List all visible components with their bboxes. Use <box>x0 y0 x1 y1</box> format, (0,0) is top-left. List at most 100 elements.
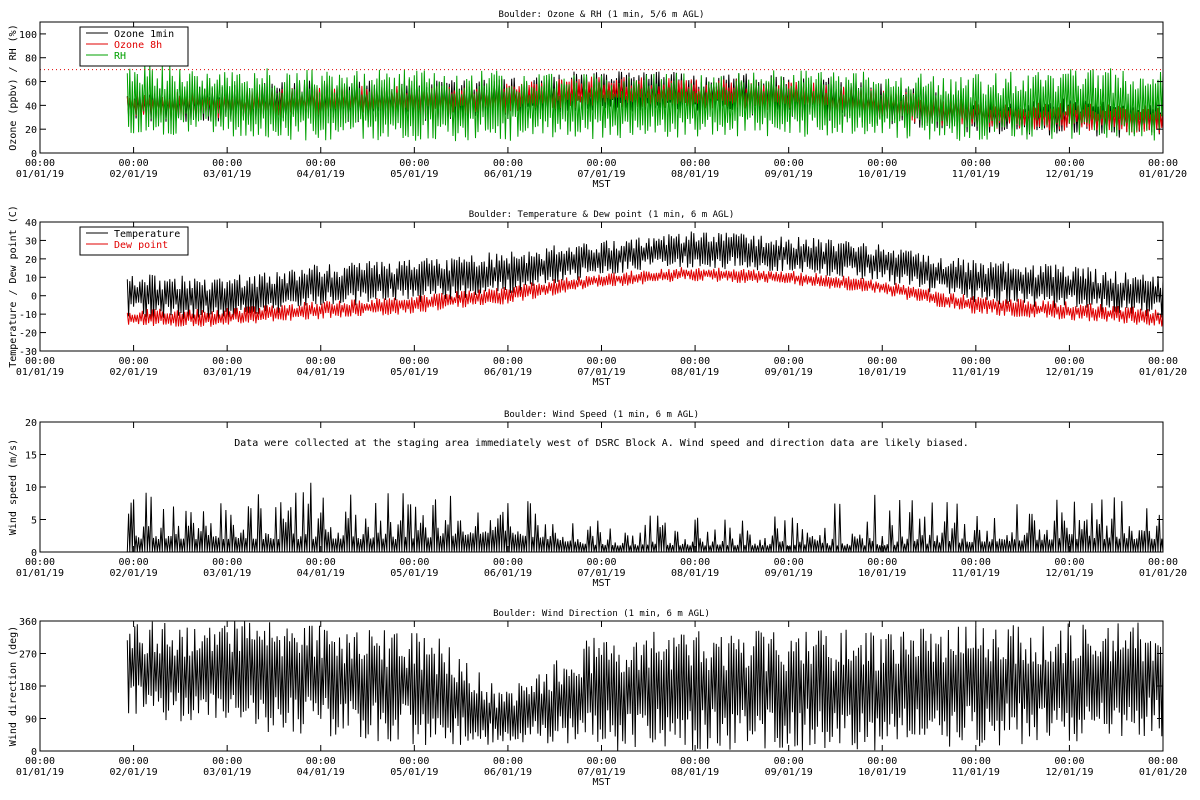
y-tick-label: 0 <box>31 548 37 559</box>
y-tick-label: 270 <box>19 650 37 661</box>
y-tick-label: 5 <box>31 516 37 527</box>
x-tick-label-time: 00:00 <box>212 356 242 367</box>
y-tick-label: -30 <box>19 347 37 358</box>
y-tick-label: 60 <box>25 78 37 89</box>
y-tick-label: 0 <box>31 747 37 758</box>
x-tick-label-time: 00:00 <box>119 356 149 367</box>
x-tick-label-date: 05/01/19 <box>390 169 438 180</box>
y-tick-label: 10 <box>25 483 37 494</box>
series-dew-point-line <box>126 267 1164 327</box>
x-tick-label-time: 00:00 <box>212 158 242 169</box>
x-axis-label: MST <box>592 179 610 190</box>
x-tick-label-date: 02/01/19 <box>109 169 157 180</box>
x-tick-label-time: 00:00 <box>586 557 616 568</box>
y-tick-label: 30 <box>25 236 37 247</box>
y-tick-label: -10 <box>19 310 37 321</box>
y-tick-label: 10 <box>25 273 37 284</box>
x-tick-label-time: 00:00 <box>399 756 429 767</box>
x-tick-label-date: 01/01/19 <box>16 367 64 378</box>
x-tick-label-time: 00:00 <box>961 756 991 767</box>
x-tick-label-time: 00:00 <box>1054 756 1084 767</box>
x-tick-label-time: 00:00 <box>961 158 991 169</box>
x-tick-label-time: 00:00 <box>25 756 55 767</box>
x-tick-label-date: 01/01/20 <box>1139 367 1187 378</box>
x-tick-label-date: 07/01/19 <box>577 568 625 579</box>
x-tick-label-date: 04/01/19 <box>297 169 345 180</box>
x-axis-label: MST <box>592 578 610 589</box>
x-tick-label-date: 04/01/19 <box>297 568 345 579</box>
x-tick-label-date: 01/01/20 <box>1139 568 1187 579</box>
legend-label: Temperature <box>114 229 180 240</box>
x-tick-label-date: 12/01/19 <box>1045 169 1093 180</box>
x-tick-label-time: 00:00 <box>680 557 710 568</box>
y-tick-label: 15 <box>25 451 37 462</box>
x-tick-label-date: 11/01/19 <box>952 568 1000 579</box>
x-tick-label-time: 00:00 <box>119 756 149 767</box>
x-tick-label-time: 00:00 <box>493 756 523 767</box>
chart-title: Boulder: Wind Speed (1 min, 6 m AGL) <box>504 410 699 420</box>
y-tick-label: 100 <box>19 30 37 41</box>
x-tick-label-date: 09/01/19 <box>765 767 813 778</box>
x-tick-label-date: 12/01/19 <box>1045 767 1093 778</box>
y-axis-label: Ozone (ppbv) / RH (%) <box>8 24 19 150</box>
x-tick-label-time: 00:00 <box>119 557 149 568</box>
x-tick-label-time: 00:00 <box>1148 756 1178 767</box>
x-tick-label-date: 12/01/19 <box>1045 568 1093 579</box>
x-tick-label-time: 00:00 <box>399 158 429 169</box>
x-tick-label-date: 02/01/19 <box>109 568 157 579</box>
x-tick-label-time: 00:00 <box>867 158 897 169</box>
y-tick-label: 360 <box>19 617 37 628</box>
x-tick-label-date: 01/01/20 <box>1139 767 1187 778</box>
legend-label: Dew point <box>114 240 168 251</box>
y-tick-label: -20 <box>19 329 37 340</box>
x-tick-label-time: 00:00 <box>961 356 991 367</box>
x-tick-label-time: 00:00 <box>774 756 804 767</box>
x-tick-label-time: 00:00 <box>867 756 897 767</box>
x-tick-label-date: 06/01/19 <box>484 568 532 579</box>
x-tick-label-time: 00:00 <box>493 557 523 568</box>
x-tick-label-time: 00:00 <box>1148 158 1178 169</box>
series-temperature-line <box>126 231 1164 321</box>
chart-panel-4: Boulder: Wind Direction (1 min, 6 m AGL)… <box>8 609 1187 788</box>
legend-label: Ozone 8h <box>114 40 162 51</box>
chart-title: Boulder: Ozone & RH (1 min, 5/6 m AGL) <box>499 10 705 20</box>
x-tick-label-time: 00:00 <box>774 356 804 367</box>
x-tick-label-date: 09/01/19 <box>765 169 813 180</box>
x-tick-label-date: 10/01/19 <box>858 169 906 180</box>
x-tick-label-time: 00:00 <box>774 158 804 169</box>
chart-panel-2: Boulder: Temperature & Dew point (1 min,… <box>8 205 1187 388</box>
legend-box <box>79 226 189 256</box>
x-tick-label-date: 01/01/19 <box>16 767 64 778</box>
x-tick-label-time: 00:00 <box>399 356 429 367</box>
x-tick-label-date: 04/01/19 <box>297 767 345 778</box>
series-trace-line <box>126 482 1164 553</box>
x-tick-label-date: 10/01/19 <box>858 767 906 778</box>
legend-label: RH <box>114 51 126 62</box>
x-tick-label-time: 00:00 <box>306 158 336 169</box>
x-tick-label-time: 00:00 <box>586 158 616 169</box>
x-tick-label-time: 00:00 <box>212 756 242 767</box>
chart-annotation: Data were collected at the staging area … <box>234 438 969 449</box>
x-tick-label-time: 00:00 <box>680 756 710 767</box>
x-tick-label-time: 00:00 <box>586 356 616 367</box>
x-tick-label-time: 00:00 <box>774 557 804 568</box>
x-tick-label-date: 03/01/19 <box>203 367 251 378</box>
x-tick-label-date: 07/01/19 <box>577 767 625 778</box>
x-tick-label-time: 00:00 <box>25 158 55 169</box>
x-tick-label-time: 00:00 <box>399 557 429 568</box>
x-tick-label-time: 00:00 <box>25 356 55 367</box>
x-tick-label-date: 05/01/19 <box>390 568 438 579</box>
x-tick-label-date: 11/01/19 <box>952 767 1000 778</box>
chart-panel-3: Boulder: Wind Speed (1 min, 6 m AGL) 0 5 10… <box>8 410 1187 589</box>
x-tick-label-date: 06/01/19 <box>484 367 532 378</box>
x-tick-label-date: 08/01/19 <box>671 568 719 579</box>
y-tick-label: 0 <box>31 292 37 303</box>
x-tick-label-date: 09/01/19 <box>765 367 813 378</box>
y-tick-label: 20 <box>25 418 37 429</box>
x-axis-label: MST <box>592 777 610 788</box>
x-tick-label-time: 00:00 <box>586 756 616 767</box>
x-tick-label-time: 00:00 <box>1148 557 1178 568</box>
x-tick-label-date: 08/01/19 <box>671 169 719 180</box>
x-tick-label-time: 00:00 <box>493 158 523 169</box>
y-tick-label: 90 <box>25 715 37 726</box>
